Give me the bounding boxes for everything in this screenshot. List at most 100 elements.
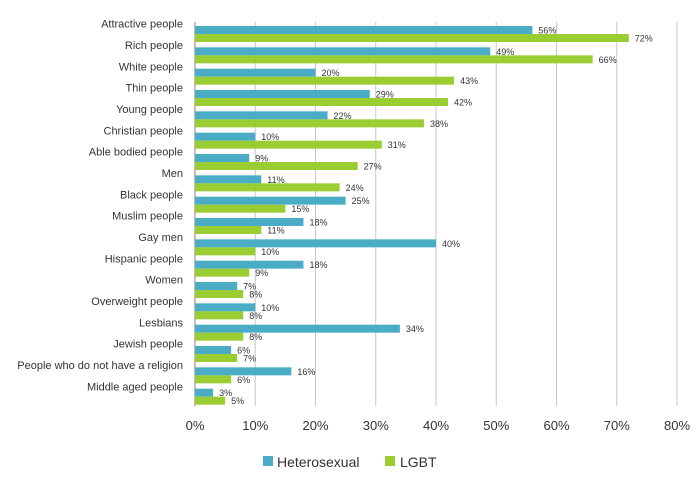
bar-heterosexual <box>195 239 436 248</box>
data-label: 38% <box>430 119 448 129</box>
category-label: Black people <box>120 189 183 201</box>
category-label: Thin people <box>126 83 184 95</box>
bar-heterosexual <box>195 388 214 397</box>
data-label: 22% <box>334 111 352 121</box>
x-tick-label: 80% <box>664 418 690 433</box>
bar-lgbt <box>195 140 382 149</box>
bar-lgbt <box>195 162 358 170</box>
bar-heterosexual <box>195 47 491 56</box>
bar-lgbt <box>195 354 238 362</box>
data-label: 18% <box>309 218 327 228</box>
bar-heterosexual <box>195 26 533 34</box>
data-label: 15% <box>291 204 309 214</box>
gridlines <box>194 22 678 406</box>
data-label: 6% <box>237 346 250 356</box>
data-label: 29% <box>376 90 394 100</box>
data-labels: 56% 72% 49% 66% 20% 43% 29% 42% 22% 38% 10% 31% 9% 27… <box>219 26 653 407</box>
category-label: Men <box>162 168 183 180</box>
data-label: 34% <box>406 324 424 334</box>
legend: Heterosexual LGBT <box>263 454 437 470</box>
bar-lgbt <box>195 290 244 298</box>
data-label: 27% <box>364 162 382 172</box>
bars <box>195 26 629 405</box>
data-label: 7% <box>243 354 256 364</box>
x-tick-label: 60% <box>543 418 569 433</box>
data-label: 18% <box>309 260 327 270</box>
data-label: 8% <box>249 311 262 321</box>
data-label: 42% <box>454 98 472 108</box>
category-label: Women <box>145 275 183 287</box>
category-label: Hispanic people <box>105 253 183 265</box>
data-label: 43% <box>460 76 478 86</box>
category-label: Middle aged people <box>87 381 183 393</box>
bar-heterosexual <box>195 260 304 269</box>
category-label: Christian people <box>104 125 184 137</box>
x-tick-label: 10% <box>242 418 268 433</box>
bar-heterosexual <box>195 282 238 290</box>
bar-lgbt <box>195 204 286 213</box>
bar-lgbt <box>195 268 250 277</box>
category-label: People who do not have a religion <box>17 360 183 372</box>
data-label: 20% <box>322 68 340 78</box>
bar-heterosexual <box>195 196 346 205</box>
data-label: 10% <box>261 132 279 142</box>
bar-lgbt <box>195 226 262 234</box>
x-tick-label: 30% <box>363 418 389 433</box>
data-label: 7% <box>243 282 256 292</box>
data-label: 66% <box>599 55 617 65</box>
bar-lgbt <box>195 396 226 405</box>
x-tick-label: 40% <box>423 418 449 433</box>
category-label: Overweight people <box>91 296 183 308</box>
bar-heterosexual <box>195 218 304 226</box>
bar-heterosexual <box>195 346 232 354</box>
legend-swatch-heterosexual <box>263 456 273 466</box>
bar-lgbt <box>195 55 593 64</box>
data-label: 8% <box>249 290 262 300</box>
data-label: 9% <box>255 268 268 278</box>
data-label: 72% <box>635 34 653 44</box>
x-axis-ticks: 0% 10% 20% 30% 40% 50% 60% 70% 80% <box>186 418 691 433</box>
x-tick-label: 0% <box>186 418 205 433</box>
bar-lgbt <box>195 34 629 42</box>
data-label: 9% <box>255 154 268 164</box>
data-label: 3% <box>219 388 232 398</box>
data-label: 10% <box>261 247 279 257</box>
legend-label: LGBT <box>400 454 437 470</box>
data-label: 11% <box>267 226 284 236</box>
bar-heterosexual <box>195 132 256 141</box>
category-label: Young people <box>116 104 183 116</box>
bar-heterosexual <box>195 367 292 376</box>
category-label: Lesbians <box>139 317 184 329</box>
bar-lgbt <box>195 183 340 192</box>
category-label: Rich people <box>125 40 183 52</box>
legend-swatch-lgbt <box>385 456 395 466</box>
x-tick-label: 50% <box>483 418 509 433</box>
category-label: White people <box>119 61 183 73</box>
bar-heterosexual <box>195 303 256 312</box>
bar-heterosexual <box>195 324 400 333</box>
bar-lgbt <box>195 76 455 85</box>
category-label: Able bodied people <box>89 147 183 159</box>
legend-label: Heterosexual <box>277 454 360 470</box>
x-tick-label: 70% <box>604 418 630 433</box>
data-label: 49% <box>496 47 514 57</box>
data-label: 56% <box>538 26 556 36</box>
category-label: Muslim people <box>112 211 183 223</box>
data-label: 11% <box>267 175 284 185</box>
data-label: 6% <box>237 375 250 385</box>
data-label: 5% <box>231 396 244 406</box>
x-tick-label: 20% <box>302 418 328 433</box>
bar-lgbt <box>195 98 449 106</box>
bar-heterosexual <box>195 68 316 77</box>
bar-lgbt <box>195 247 256 256</box>
data-label: 40% <box>442 239 460 249</box>
data-label: 16% <box>297 367 315 377</box>
category-labels: Attractive people Rich people White people… <box>17 19 183 394</box>
bar-lgbt <box>195 119 424 128</box>
category-label: Attractive people <box>101 19 183 31</box>
bar-lgbt <box>195 311 244 320</box>
data-label: 25% <box>352 196 370 206</box>
category-label: Jewish people <box>113 339 183 351</box>
data-label: 31% <box>388 140 406 150</box>
